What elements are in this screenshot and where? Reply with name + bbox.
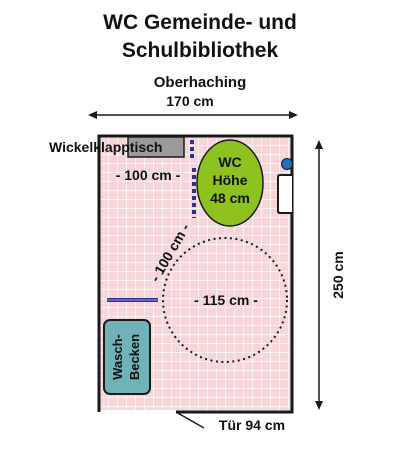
- subtitle: Oberhaching: [153, 74, 247, 91]
- wc-bowl: [196, 139, 264, 227]
- turning-circle: [162, 237, 288, 363]
- sink: [103, 319, 151, 395]
- width-label: 170 cm: [166, 93, 213, 109]
- turning-circle-label: - 115 cm -: [194, 292, 258, 308]
- wc-label-line2: Höhe: [213, 172, 248, 188]
- width-arrow: [88, 111, 298, 119]
- walls: [97, 134, 294, 414]
- depth-arrow: [315, 140, 323, 410]
- door-label: Tür 94 cm: [219, 417, 285, 433]
- door-swing: [175, 411, 205, 429]
- wall-niche: [277, 174, 292, 214]
- depth-label: 250 cm: [330, 251, 346, 298]
- title-line-1: WC Gemeinde- und: [103, 11, 297, 34]
- title-line-2: Schulbibliothek: [121, 39, 279, 62]
- changing-table: [127, 136, 185, 158]
- sink-label-line2: Becken: [127, 334, 142, 380]
- wc-label-line3: 48 cm: [210, 190, 250, 206]
- sink-label-line1: Wasch-: [110, 334, 125, 380]
- wc-clearance-label: - 100 cm -: [116, 167, 181, 183]
- changing-table-label: Wickelklapptisch: [49, 139, 162, 155]
- wc-label-line1: WC: [218, 154, 241, 170]
- flush-button[interactable]: [281, 158, 293, 170]
